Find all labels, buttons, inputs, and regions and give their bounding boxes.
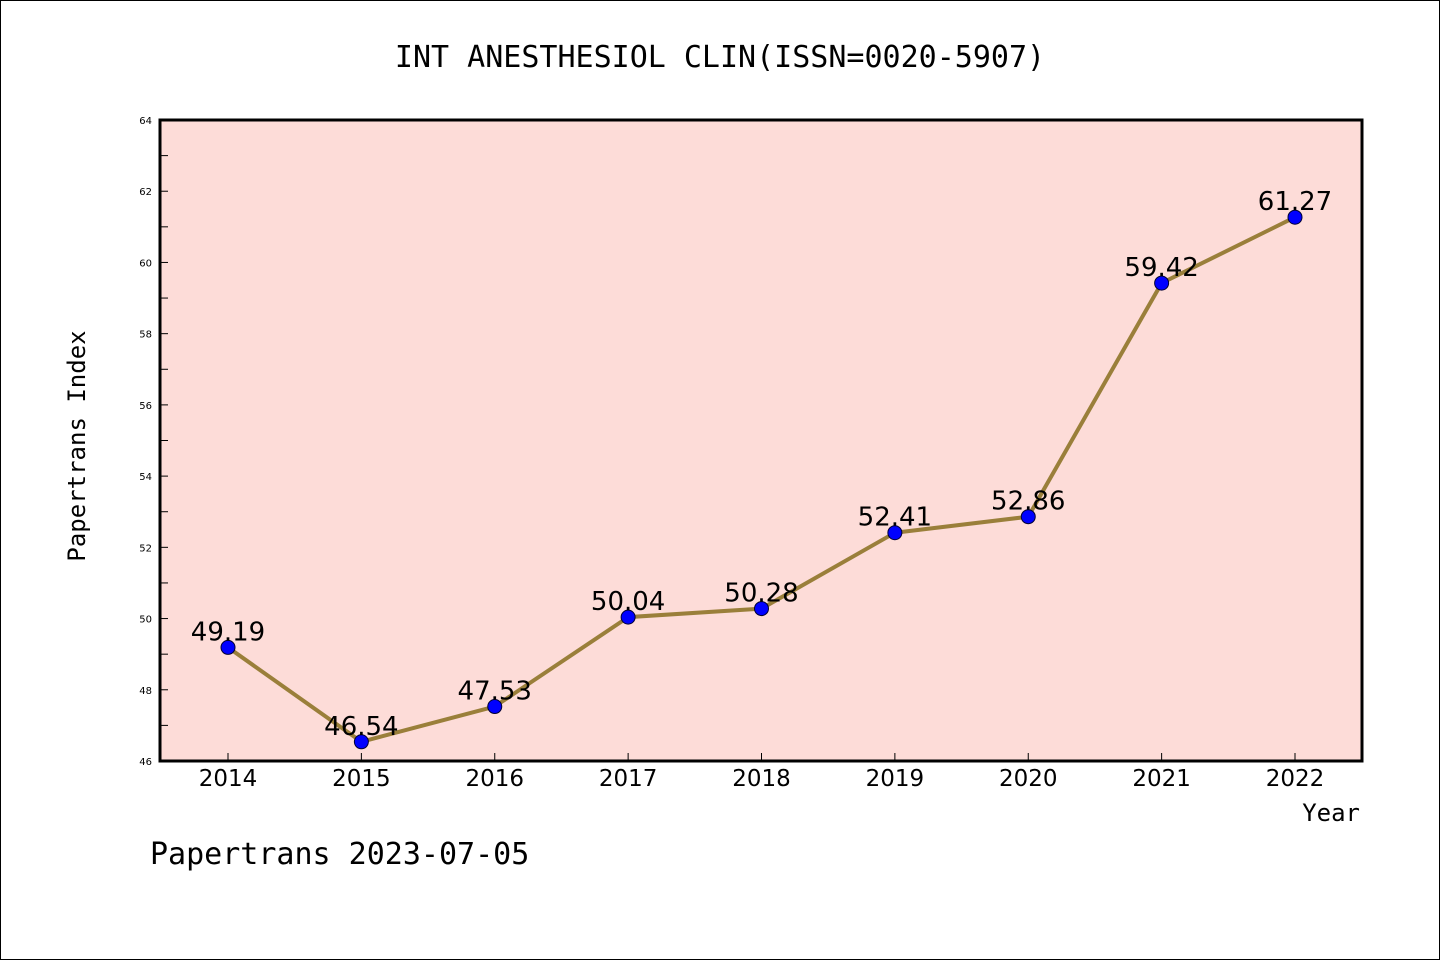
x-tick-label: 2016 [465,766,524,792]
y-tick-label: 58 [139,330,152,341]
footer-text: Papertrans 2023-07-05 [150,837,529,872]
y-tick-label: 52 [139,543,152,554]
data-point [1020,509,1036,525]
data-label: 61.27 [1258,187,1332,217]
data-point [487,699,503,715]
x-tick-label: 2017 [599,766,658,792]
data-point [1287,209,1303,225]
data-point [887,525,903,541]
data-point [353,734,369,750]
plot-area [158,118,1364,763]
x-tick-label: 2015 [332,766,391,792]
data-label: 47.53 [458,677,532,707]
y-tick-label: 62 [139,187,152,198]
y-tick-label: 46 [139,757,152,768]
data-point [220,639,236,655]
x-tick-label: 2019 [866,766,925,792]
data-labels: 49.19 46.54 47.53 50.04 50.28 52.41 52.86 59.42… [191,187,1332,742]
x-tick-label: 2022 [1266,766,1325,792]
x-tick-label: 2021 [1132,766,1191,792]
data-label: 59.42 [1124,253,1198,283]
x-axis: 2014 2015 2016 2017 2018 2019 2020 2021 2022 [199,753,1325,792]
data-label: 50.28 [724,579,798,609]
data-label: 52.86 [991,487,1065,517]
y-tick-label: 64 [139,116,152,127]
data-point [620,609,636,625]
y-tick-label: 60 [139,258,152,269]
y-tick-label: 50 [139,615,152,626]
y-tick-label: 54 [139,472,152,483]
series-line-group [220,209,1303,750]
data-label: 52.41 [858,503,932,533]
data-label: 49.19 [191,617,265,647]
data-label: 50.04 [591,587,665,617]
y-tick-label: 56 [139,401,152,412]
y-axis: 46 48 50 52 54 56 58 60 62 64 [139,116,168,768]
x-tick-label: 2020 [999,766,1058,792]
chart-title: INT ANESTHESIOL CLIN(ISSN=0020-5907) [395,40,1045,75]
x-axis-title: Year [1302,799,1360,827]
data-point [1154,275,1170,291]
y-axis-title: Papertrans Index [63,330,91,561]
x-tick-label: 2014 [199,766,258,792]
data-point [754,601,769,617]
data-label: 46.54 [324,712,398,742]
y-tick-label: 48 [139,686,152,697]
x-tick-label: 2018 [732,766,791,792]
